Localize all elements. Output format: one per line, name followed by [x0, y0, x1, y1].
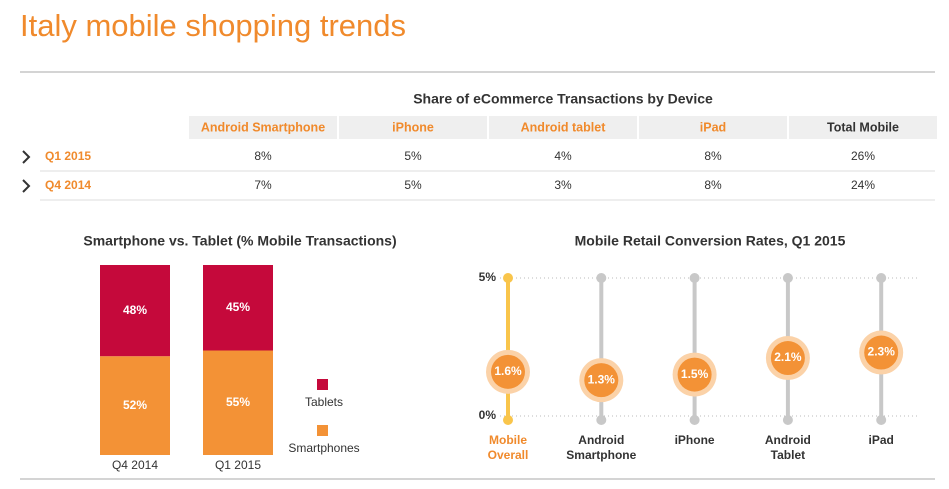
x-tick-line: Smartphone	[566, 448, 636, 462]
table-cell: 8%	[704, 149, 722, 163]
legend-swatch	[317, 425, 328, 436]
x-tick-label: Android Smartphone	[566, 433, 636, 462]
bubble	[770, 341, 805, 376]
x-tick-line: Tablet	[771, 448, 805, 462]
x-tick-label: Q4 2014	[112, 458, 158, 472]
stem-end	[689, 415, 700, 425]
chart-title: Smartphone vs. Tablet (% Mobile Transact…	[83, 233, 396, 249]
chevron	[22, 150, 31, 164]
stem-end	[503, 415, 513, 425]
legend-swatch	[317, 379, 328, 390]
table-cell: 4%	[554, 149, 572, 163]
header-cell	[489, 116, 637, 139]
stem-end	[689, 273, 700, 283]
stem-end	[596, 273, 607, 283]
value-label: 1.5%	[681, 367, 709, 381]
legend-label: Smartphones	[288, 441, 359, 455]
value-label: 1.6%	[494, 364, 522, 378]
y-tick-label: 0%	[479, 408, 497, 422]
x-tick-label: iPhone	[675, 433, 715, 447]
column-header: Android tablet	[521, 120, 607, 134]
column-header: iPad	[700, 120, 726, 134]
value-label: 2.1%	[774, 350, 802, 364]
table-cell: 26%	[851, 149, 875, 163]
x-tick-label: Mobile Overall	[488, 433, 529, 462]
bubble	[584, 363, 619, 398]
header-cell	[789, 116, 937, 139]
x-tick-label: iPad	[869, 433, 894, 447]
stem-end	[876, 415, 887, 425]
chevron	[22, 179, 31, 193]
value-label: 1.3%	[588, 372, 616, 386]
bar-segment	[203, 265, 273, 351]
header-cell	[189, 116, 337, 139]
table-title: Share of eCommerce Transactions by Devic…	[413, 91, 713, 107]
table-cell: 5%	[404, 178, 422, 192]
stem-end	[503, 273, 513, 283]
bar-segment	[203, 350, 273, 455]
x-tick-line: Android	[765, 433, 811, 447]
stem-end	[876, 273, 887, 283]
table-cell: 3%	[554, 178, 572, 192]
stem-end	[782, 415, 793, 425]
value-label: 55%	[226, 395, 250, 409]
x-tick-label: Q1 2015	[215, 458, 261, 472]
table-cell: 8%	[254, 149, 272, 163]
table-cell: 5%	[404, 149, 422, 163]
bubble	[677, 357, 712, 392]
x-tick-line: iPhone	[675, 433, 715, 447]
bubble	[864, 335, 899, 370]
y-tick-label: 5%	[479, 270, 497, 284]
x-tick-label: Android Tablet	[765, 433, 811, 462]
header-cell	[339, 116, 487, 139]
bubble	[491, 354, 525, 389]
value-label: 48%	[123, 303, 147, 317]
value-label: 45%	[226, 300, 250, 314]
value-label: 2.3%	[868, 345, 896, 359]
x-tick-line: Android	[578, 433, 624, 447]
column-header: iPhone	[392, 120, 434, 134]
row-label: Q4 2014	[45, 178, 91, 192]
value-label: 52%	[123, 398, 147, 412]
table-cell: 7%	[254, 178, 272, 192]
legend-label: Tablets	[305, 395, 343, 409]
table-cell: 24%	[851, 178, 875, 192]
bar-segment	[100, 265, 170, 357]
x-tick-line: Mobile	[489, 433, 527, 447]
column-header: Total Mobile	[827, 120, 899, 134]
row-label: Q1 2015	[45, 149, 91, 163]
page-title: Italy mobile shopping trends	[20, 8, 406, 43]
table-cell: 8%	[704, 178, 722, 192]
header-cell	[639, 116, 787, 139]
column-header: Android Smartphone	[201, 120, 325, 134]
chart-title: Mobile Retail Conversion Rates, Q1 2015	[575, 233, 846, 249]
x-tick-line: iPad	[869, 433, 894, 447]
bar-segment	[100, 356, 170, 455]
stem-end	[782, 273, 793, 283]
stem-end	[596, 415, 607, 425]
x-tick-line: Overall	[488, 448, 529, 462]
